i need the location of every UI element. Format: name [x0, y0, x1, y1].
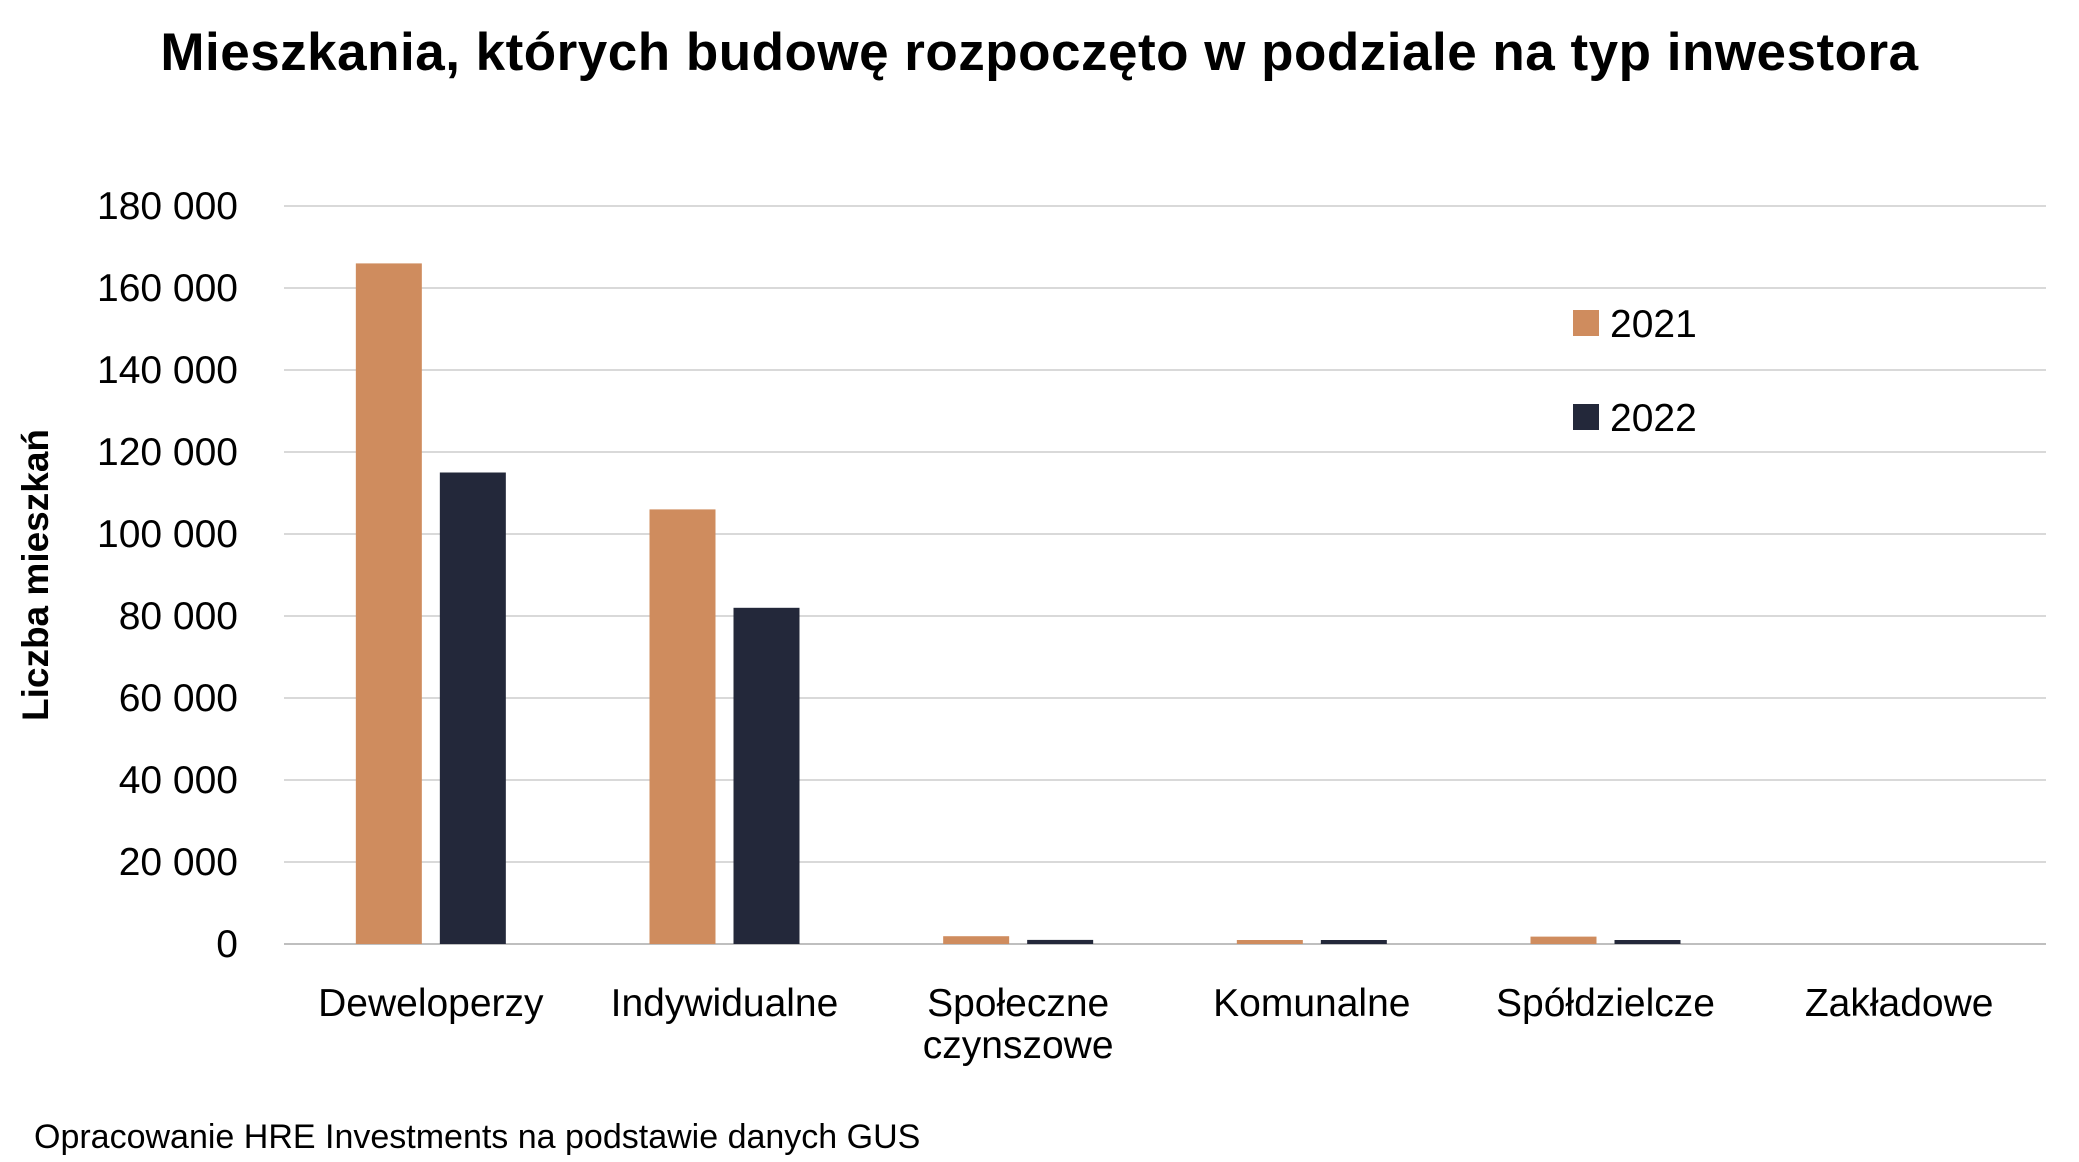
- legend-label-2021: 2021: [1610, 303, 1697, 346]
- y-tick-label: 40 000: [119, 759, 238, 802]
- y-tick-label: 160 000: [97, 267, 238, 310]
- y-tick-label: 100 000: [97, 513, 238, 556]
- x-tick-label: czynszowe: [923, 1024, 1114, 1067]
- bar-2022: [1320, 940, 1387, 944]
- bar-2021: [649, 509, 716, 944]
- y-tick-label: 140 000: [97, 349, 238, 392]
- y-tick-label: 60 000: [119, 677, 238, 720]
- bar-2022: [733, 607, 800, 944]
- bar-2021: [355, 263, 422, 944]
- legend-swatch-2022: [1573, 404, 1599, 430]
- legend-swatch-2021: [1573, 310, 1599, 336]
- y-tick-label: 0: [216, 923, 238, 966]
- bar-2022: [1027, 939, 1094, 944]
- y-axis-label: Liczba mieszkań: [15, 429, 56, 721]
- y-tick-label: 120 000: [97, 431, 238, 474]
- bar-2021: [943, 936, 1010, 944]
- chart-title: Mieszkania, których budowę rozpoczęto w …: [160, 23, 1919, 82]
- source-note: Opracowanie HRE Investments na podstawie…: [34, 1118, 921, 1156]
- x-tick-label: Indywidualne: [611, 982, 839, 1025]
- x-tick-label: Społeczne: [927, 982, 1109, 1025]
- y-tick-label: 80 000: [119, 595, 238, 638]
- bar-2022: [439, 472, 506, 944]
- legend-label-2022: 2022: [1610, 397, 1697, 440]
- bar-2021: [1530, 936, 1597, 944]
- x-tick-label: Komunalne: [1213, 982, 1410, 1025]
- x-tick-label: Spółdzielcze: [1496, 982, 1715, 1025]
- y-tick-label: 180 000: [97, 185, 238, 228]
- bar-2021: [1236, 940, 1303, 944]
- x-tick-label: Deweloperzy: [318, 982, 544, 1025]
- bar-2022: [1614, 940, 1681, 944]
- y-tick-label: 20 000: [119, 841, 238, 884]
- x-tick-label: Zakładowe: [1805, 982, 1994, 1025]
